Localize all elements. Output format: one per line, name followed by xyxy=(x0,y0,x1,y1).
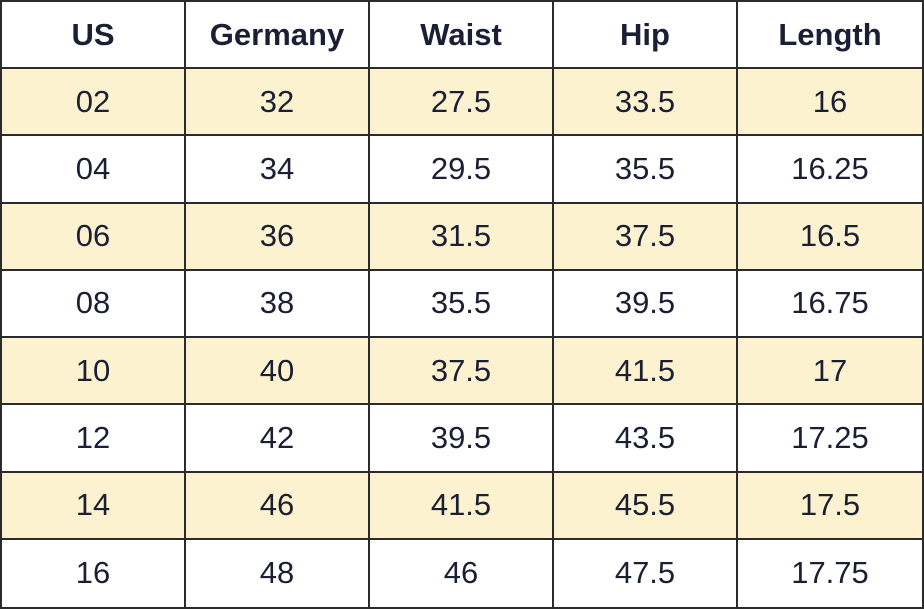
table-cell: 39.5 xyxy=(370,405,554,473)
table-cell: 16 xyxy=(738,69,922,137)
table-cell: 17.5 xyxy=(738,472,922,540)
table-cell: 41.5 xyxy=(370,472,554,540)
table-cell: 17.75 xyxy=(791,555,869,591)
table-cell: 46 xyxy=(370,539,554,607)
table-cell: 40 xyxy=(186,338,370,406)
table-cell: 04 xyxy=(2,136,186,204)
table-cell: 32 xyxy=(186,69,370,137)
table-cell: 43.5 xyxy=(554,405,738,473)
table-cell: 35.5 xyxy=(370,270,554,339)
header-cell: Waist xyxy=(370,2,554,70)
table-cell: 38 xyxy=(186,270,370,339)
table-cell: 46 xyxy=(186,472,370,540)
table-cell: 48 xyxy=(186,539,370,607)
table-cell: 35.5 xyxy=(554,136,738,204)
table-cell: 17.25 xyxy=(738,405,922,473)
table-cell: 16.25 xyxy=(738,136,922,204)
table-cell: 39.5 xyxy=(554,270,738,339)
table-cell: 16 xyxy=(2,539,186,607)
table-cell: 29.5 xyxy=(370,136,554,204)
table-cell: 37.5 xyxy=(554,203,738,271)
header-cell: Hip xyxy=(554,2,738,70)
table-cell: 14 xyxy=(2,472,186,540)
table-cell: 02 xyxy=(2,69,186,137)
table-cell: 12 xyxy=(2,405,186,473)
table-cell: 45.5 xyxy=(554,472,738,540)
table-cell: 31.5 xyxy=(370,203,554,271)
table-cell: 42 xyxy=(186,405,370,473)
table-cell: 17 xyxy=(738,338,922,406)
table-cell: 34 xyxy=(186,136,370,204)
table-cell: 47.5 xyxy=(554,539,738,607)
table-cell: 06 xyxy=(2,203,186,271)
table-cell: 33.5 xyxy=(554,69,738,137)
table-cell: 41.5 xyxy=(554,338,738,406)
table-cell: 27.5 xyxy=(370,69,554,137)
table-cell: 36 xyxy=(186,203,370,271)
table-cell: 37.5 xyxy=(370,338,554,406)
table-cell: 16.5 xyxy=(738,203,922,271)
header-cell: Germany xyxy=(186,2,370,70)
header-cell: US xyxy=(2,2,186,70)
table-cell: 10 xyxy=(2,338,186,406)
header-cell: Length xyxy=(738,2,922,70)
table-cell: 08 xyxy=(2,270,186,339)
table-cell: 16.75 xyxy=(738,271,922,339)
